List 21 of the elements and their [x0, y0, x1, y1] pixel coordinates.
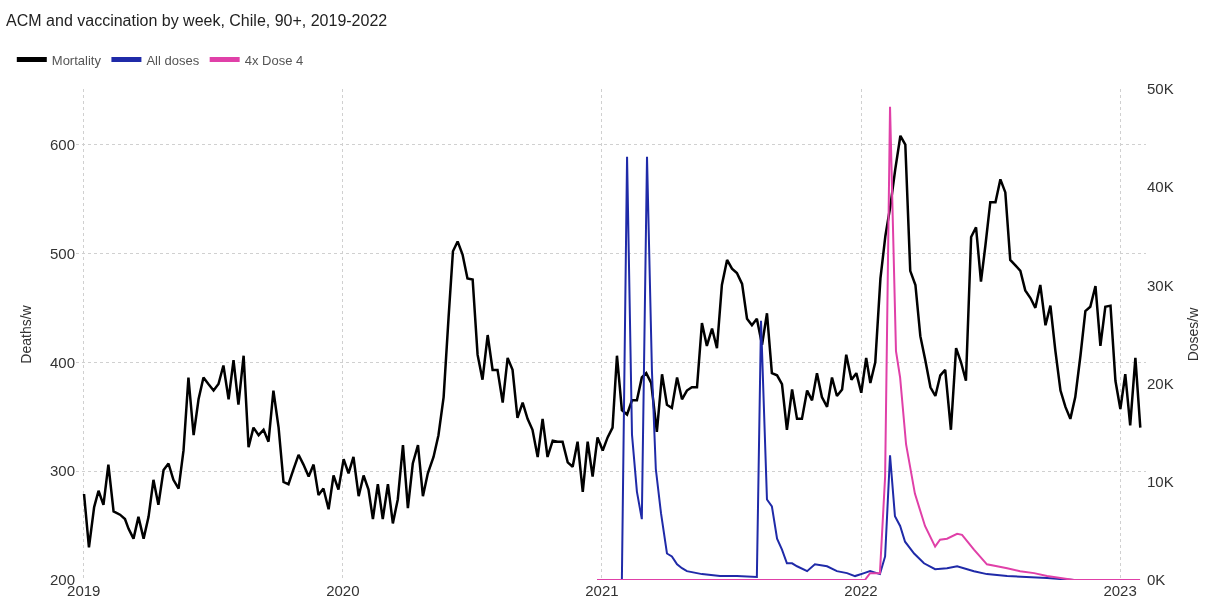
x-tick-label: 2021 [585, 582, 619, 599]
y-tick-label: 600 [49, 135, 75, 153]
legend-label: 4x Dose 4 [244, 52, 304, 68]
y-axis-title: Deaths/w [17, 304, 34, 364]
y2-tick-label: 10K [1147, 473, 1174, 491]
y2-axis-title: Doses/w [1185, 306, 1201, 362]
x-tick-label: 2023 [1103, 582, 1137, 599]
y2-tick-label: 30K [1147, 276, 1174, 294]
y2-tick-label: 50K [1147, 80, 1174, 98]
legend-label: All doses [146, 52, 200, 68]
line-series [82, 134, 1142, 549]
x-tick-label: 2020 [326, 582, 360, 599]
chart-title: ACM and vaccination by week, Chile, 90+, 2019-2022 [6, 12, 388, 30]
y-tick-label: 300 [49, 462, 75, 480]
y-tick-label: 500 [49, 244, 75, 262]
y2-tick-label: 0K [1147, 571, 1166, 589]
y-tick-label: 400 [49, 353, 75, 371]
y2-tick-label: 40K [1147, 178, 1174, 196]
legend-label: Mortality [51, 52, 102, 68]
x-tick-label: 2022 [844, 582, 878, 599]
y2-tick-label: 20K [1147, 374, 1174, 392]
